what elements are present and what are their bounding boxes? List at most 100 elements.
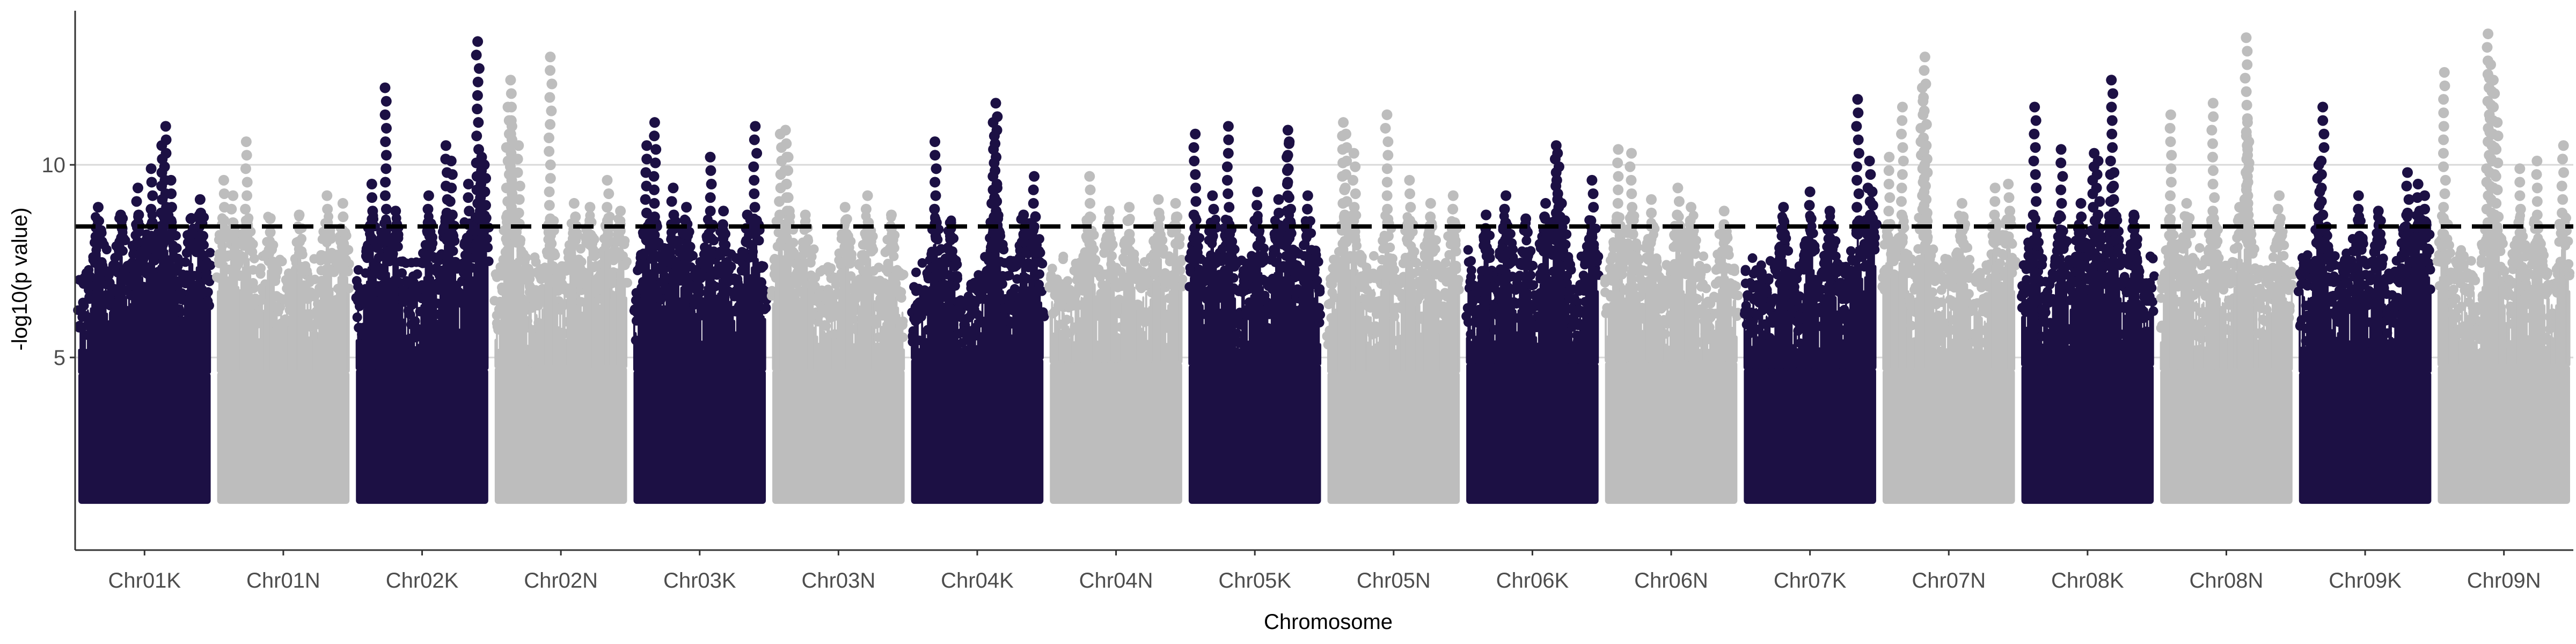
data-point: [1368, 251, 1379, 261]
data-point: [930, 190, 941, 201]
data-point: [1282, 190, 1293, 201]
data-point: [1552, 188, 1563, 199]
chromosome-points-Chr01K: [73, 121, 216, 504]
data-point: [1447, 203, 1459, 215]
data-point: [367, 192, 378, 203]
data-point: [991, 196, 1002, 207]
peak-point: [584, 202, 596, 213]
peak-point: [1018, 209, 1029, 221]
data-point: [649, 197, 660, 209]
peak-point: [479, 159, 490, 171]
data-point: [332, 250, 342, 260]
data-point: [293, 236, 304, 247]
data-point: [535, 294, 545, 304]
peak-point: [440, 140, 451, 151]
data-point: [447, 209, 458, 221]
peak-point: [294, 209, 305, 221]
data-point: [353, 265, 363, 275]
data-point: [1380, 122, 1391, 134]
data-point: [145, 203, 157, 215]
data-point: [422, 203, 434, 215]
data-point: [1340, 182, 1351, 194]
data-point: [930, 230, 941, 241]
data-point: [240, 163, 251, 174]
data-point: [1063, 276, 1073, 286]
data-point: [165, 215, 177, 226]
data-point: [1189, 155, 1200, 166]
chromosome-points-Chr06N: [1600, 144, 1743, 504]
point-stack: [486, 265, 489, 370]
data-point: [1612, 197, 1623, 209]
data-point: [623, 277, 633, 288]
data-point: [725, 262, 735, 272]
data-point: [1587, 188, 1599, 199]
data-point: [343, 266, 353, 276]
data-point: [241, 230, 253, 241]
data-point: [1028, 184, 1039, 195]
data-point: [748, 161, 759, 172]
data-point: [241, 150, 252, 161]
peak-point: [445, 155, 457, 166]
peak-point: [185, 213, 196, 224]
data-point: [412, 269, 422, 279]
data-point: [1526, 246, 1536, 256]
data-point: [1555, 211, 1566, 223]
data-point: [1645, 235, 1657, 246]
data-point: [1672, 209, 1683, 221]
point-stack: [1736, 335, 1738, 363]
data-point: [545, 173, 556, 184]
peak-point: [1282, 125, 1293, 136]
data-point: [249, 253, 259, 264]
data-point: [694, 282, 704, 292]
data-point: [896, 293, 906, 303]
data-point: [479, 186, 491, 197]
data-point: [146, 177, 157, 188]
data-point: [1526, 270, 1536, 280]
data-point: [322, 203, 333, 215]
data-point: [218, 188, 230, 199]
data-point: [706, 179, 717, 190]
data-point: [1454, 284, 1464, 295]
data-point: [195, 207, 207, 218]
peak-point: [321, 190, 333, 201]
data-point: [1528, 260, 1538, 270]
data-point: [718, 219, 729, 230]
data-point: [1104, 232, 1115, 244]
data-point: [847, 249, 857, 259]
data-point: [477, 240, 488, 251]
peak-point: [1672, 182, 1684, 194]
data-point: [705, 232, 716, 244]
data-point: [550, 250, 560, 260]
data-point: [166, 188, 177, 199]
data-point: [480, 173, 492, 184]
data-point: [159, 161, 170, 172]
data-point: [1381, 190, 1393, 201]
peak-point: [265, 213, 276, 224]
data-point: [1382, 203, 1393, 215]
data-point: [241, 190, 253, 201]
data-point: [1448, 230, 1460, 241]
chromosome-points-Chr02K: [351, 36, 494, 504]
chromosome-points-Chr03N: [766, 125, 909, 504]
data-point: [546, 105, 557, 116]
data-point: [930, 177, 941, 188]
data-point: [389, 232, 400, 244]
data-point: [650, 144, 662, 155]
data-point: [1274, 235, 1285, 246]
data-point: [1177, 274, 1188, 284]
data-point: [1188, 209, 1199, 221]
peak-point: [1552, 148, 1563, 159]
data-point: [705, 192, 716, 203]
data-point: [584, 229, 595, 240]
data-point: [1357, 254, 1367, 265]
peak-point: [1223, 121, 1234, 132]
data-point: [648, 238, 660, 250]
peak-point: [681, 202, 692, 213]
data-point: [1626, 174, 1637, 186]
peak-point: [839, 202, 851, 213]
data-point: [1350, 161, 1361, 172]
data-point: [380, 177, 391, 188]
data-point: [531, 257, 541, 267]
data-point: [1382, 150, 1394, 161]
